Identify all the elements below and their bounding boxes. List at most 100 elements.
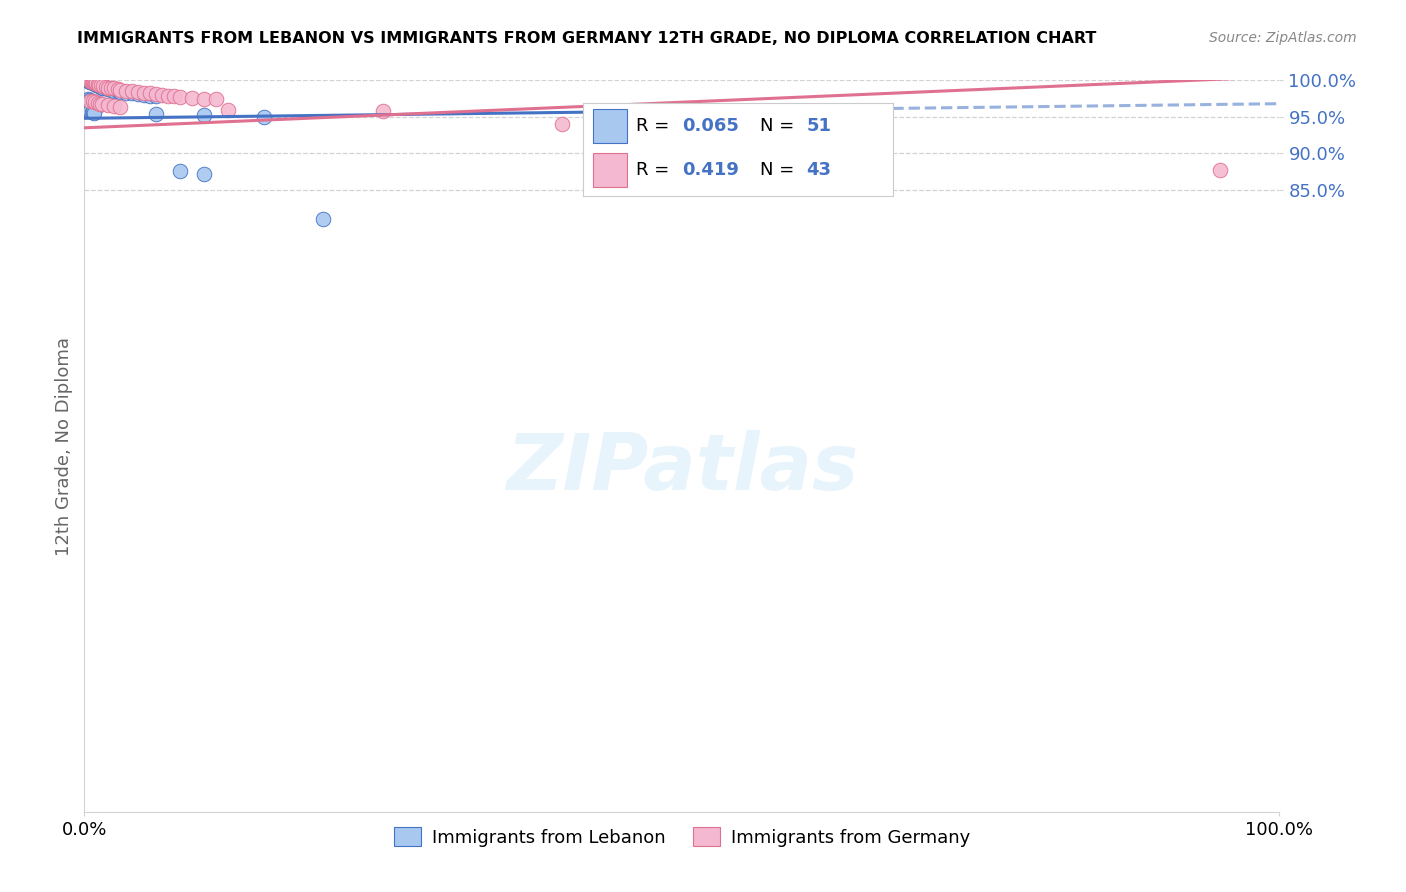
Point xyxy=(193,108,215,122)
Point xyxy=(79,75,101,89)
Point xyxy=(80,104,103,119)
Point xyxy=(90,79,112,94)
Point xyxy=(77,74,100,88)
Point xyxy=(89,96,111,111)
Point xyxy=(77,92,100,106)
Point xyxy=(84,76,107,90)
Point xyxy=(86,77,108,91)
Point xyxy=(83,76,105,90)
Point xyxy=(87,79,110,94)
Point xyxy=(97,82,120,96)
Point xyxy=(115,83,138,97)
Point xyxy=(79,75,101,89)
Text: 0.065: 0.065 xyxy=(682,117,740,135)
Point xyxy=(121,87,143,101)
Point xyxy=(169,164,191,178)
Point xyxy=(82,75,104,89)
Point xyxy=(83,106,105,120)
Point xyxy=(103,99,125,113)
Point xyxy=(139,87,162,101)
Point xyxy=(91,80,114,95)
Point xyxy=(82,95,104,109)
Point xyxy=(86,95,108,110)
Point xyxy=(145,87,167,102)
Point xyxy=(79,103,101,118)
Point xyxy=(84,77,107,91)
Text: 0.419: 0.419 xyxy=(682,161,740,179)
Point xyxy=(87,78,110,93)
Legend: Immigrants from Lebanon, Immigrants from Germany: Immigrants from Lebanon, Immigrants from… xyxy=(387,820,977,854)
Point xyxy=(93,80,115,95)
Point xyxy=(132,86,156,100)
Point xyxy=(82,95,104,110)
Point xyxy=(86,76,108,90)
Text: R =: R = xyxy=(636,161,675,179)
Text: Source: ZipAtlas.com: Source: ZipAtlas.com xyxy=(1209,31,1357,45)
Point xyxy=(84,96,107,111)
Point xyxy=(86,97,108,112)
Bar xyxy=(593,109,627,143)
Point xyxy=(110,100,132,114)
Point xyxy=(80,75,103,89)
Point xyxy=(127,85,149,99)
Point xyxy=(79,74,101,88)
Point xyxy=(86,77,108,91)
Point xyxy=(91,97,114,112)
Point xyxy=(80,75,103,89)
Point xyxy=(107,84,129,98)
Bar xyxy=(593,153,627,187)
Point xyxy=(86,78,108,93)
Point xyxy=(110,83,132,97)
Point xyxy=(83,95,105,110)
Text: ZIPatlas: ZIPatlas xyxy=(506,430,858,506)
Point xyxy=(110,85,132,99)
Y-axis label: 12th Grade, No Diploma: 12th Grade, No Diploma xyxy=(55,336,73,556)
Point xyxy=(145,107,167,121)
Point xyxy=(84,95,107,110)
Point xyxy=(163,89,186,103)
Point xyxy=(97,80,120,95)
Point xyxy=(103,81,125,95)
Text: N =: N = xyxy=(759,161,800,179)
Text: R =: R = xyxy=(636,117,675,135)
Point xyxy=(77,103,100,117)
Point xyxy=(100,83,122,97)
Point xyxy=(82,76,104,90)
Point xyxy=(150,87,173,102)
Point xyxy=(86,78,108,92)
Point xyxy=(1209,162,1232,177)
Point xyxy=(790,132,813,146)
Point xyxy=(94,81,117,95)
Point xyxy=(93,79,115,94)
Point xyxy=(217,103,239,117)
Point xyxy=(181,91,204,105)
Point xyxy=(145,89,167,103)
Point xyxy=(87,98,110,112)
Point xyxy=(87,78,110,92)
Point xyxy=(89,79,111,94)
Point xyxy=(80,95,103,109)
Point xyxy=(82,105,104,120)
Point xyxy=(77,74,100,88)
Point xyxy=(107,82,129,96)
Point xyxy=(97,98,120,112)
Point xyxy=(83,75,105,89)
Text: 51: 51 xyxy=(806,117,831,135)
Point xyxy=(79,94,101,108)
Point xyxy=(193,92,215,106)
Point xyxy=(90,78,112,93)
Point xyxy=(193,167,215,181)
Point xyxy=(83,76,105,90)
Point xyxy=(79,94,101,108)
Point xyxy=(94,79,117,94)
Point xyxy=(253,110,276,124)
Point xyxy=(373,103,395,118)
Point xyxy=(205,92,228,106)
Text: N =: N = xyxy=(759,117,800,135)
Point xyxy=(115,86,138,100)
Point xyxy=(77,103,100,118)
Point xyxy=(127,87,149,102)
Point xyxy=(103,83,125,97)
Point xyxy=(77,93,100,107)
Point xyxy=(312,212,335,227)
